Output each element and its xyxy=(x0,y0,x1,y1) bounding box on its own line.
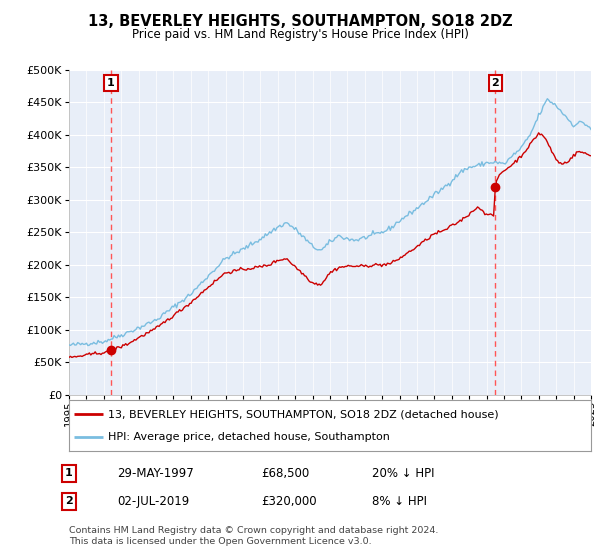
Text: 29-MAY-1997: 29-MAY-1997 xyxy=(117,466,194,480)
Text: Price paid vs. HM Land Registry's House Price Index (HPI): Price paid vs. HM Land Registry's House … xyxy=(131,28,469,41)
Text: £320,000: £320,000 xyxy=(261,494,317,508)
Text: 13, BEVERLEY HEIGHTS, SOUTHAMPTON, SO18 2DZ: 13, BEVERLEY HEIGHTS, SOUTHAMPTON, SO18 … xyxy=(88,14,512,29)
Text: 20% ↓ HPI: 20% ↓ HPI xyxy=(372,466,434,480)
Text: 02-JUL-2019: 02-JUL-2019 xyxy=(117,494,189,508)
Text: HPI: Average price, detached house, Southampton: HPI: Average price, detached house, Sout… xyxy=(108,432,390,442)
Text: 1: 1 xyxy=(107,78,115,88)
Text: 2: 2 xyxy=(491,78,499,88)
Text: 8% ↓ HPI: 8% ↓ HPI xyxy=(372,494,427,508)
Text: Contains HM Land Registry data © Crown copyright and database right 2024.
This d: Contains HM Land Registry data © Crown c… xyxy=(69,526,439,546)
Text: £68,500: £68,500 xyxy=(261,466,309,480)
Text: 2: 2 xyxy=(65,496,73,506)
Text: 1: 1 xyxy=(65,468,73,478)
Text: 13, BEVERLEY HEIGHTS, SOUTHAMPTON, SO18 2DZ (detached house): 13, BEVERLEY HEIGHTS, SOUTHAMPTON, SO18 … xyxy=(108,409,499,419)
